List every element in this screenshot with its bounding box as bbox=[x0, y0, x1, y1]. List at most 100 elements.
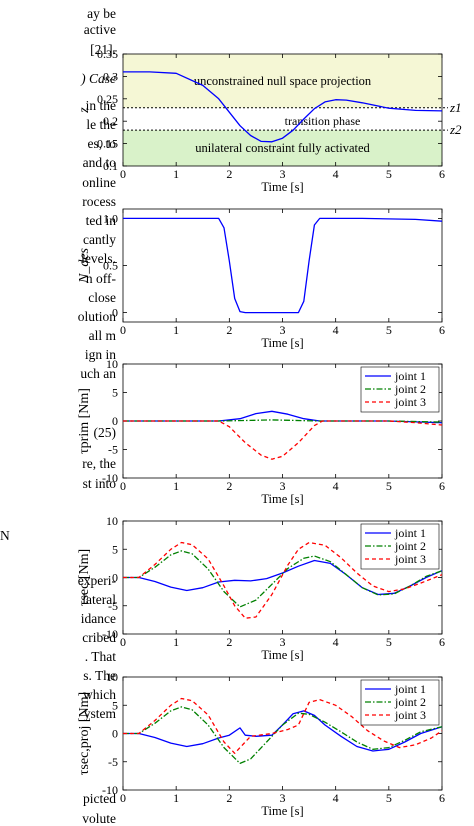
series-line-joint-3 bbox=[123, 420, 443, 460]
x-tick-label: 1 bbox=[173, 791, 179, 805]
x-tick-label: 4 bbox=[333, 323, 339, 337]
x-tick-label: 6 bbox=[439, 479, 445, 493]
text-line: rocess bbox=[82, 194, 116, 209]
x-tick-label: 0 bbox=[120, 323, 126, 337]
text-line: cribed bbox=[82, 630, 116, 645]
y-tick-label: 0.1 bbox=[103, 159, 118, 173]
x-tick-label: 6 bbox=[439, 167, 445, 181]
band-2 bbox=[123, 107, 442, 131]
x-tick-label: 1 bbox=[173, 479, 179, 493]
band-label: unilateral constraint fully activated bbox=[195, 141, 370, 155]
text-line: and to bbox=[82, 155, 116, 170]
x-tick-label: 1 bbox=[173, 635, 179, 649]
legend-label: joint 1 bbox=[394, 526, 426, 540]
x-axis-label: Time [s] bbox=[261, 180, 303, 194]
y-tick-label: 0.3 bbox=[103, 69, 118, 83]
x-tick-label: 4 bbox=[333, 635, 339, 649]
y-tick-label: 10 bbox=[106, 357, 118, 371]
text-line: experi- bbox=[77, 573, 116, 588]
y-tick-label: 0.2 bbox=[103, 114, 118, 128]
y-tick-label: 0.25 bbox=[97, 92, 118, 106]
y-tick-label: -5 bbox=[108, 443, 118, 457]
band-1 bbox=[123, 54, 442, 108]
x-axis-label: Time [s] bbox=[261, 804, 303, 818]
chart-panel-5: 0 1 2 3 4 5 6 -10 -5 0 5 10 Time [s] τsec,proj [Nm] jo… bbox=[77, 670, 445, 818]
x-axis-label: Time [s] bbox=[261, 648, 303, 662]
y-tick-label: 5 bbox=[112, 386, 118, 400]
series-line-joint-3 bbox=[123, 697, 443, 754]
x-tick-label: 5 bbox=[386, 323, 392, 337]
series-line-joint-3 bbox=[123, 541, 443, 619]
series-line-1 bbox=[123, 71, 443, 143]
x-tick-label: 3 bbox=[280, 167, 286, 181]
y-tick-label: 0.35 bbox=[97, 47, 118, 61]
text-line: levels. bbox=[81, 251, 116, 266]
y-axis-label: N_des bbox=[77, 247, 92, 284]
text-line: all m bbox=[88, 328, 116, 343]
text-line: active bbox=[83, 22, 116, 37]
text-line: le the bbox=[86, 117, 116, 132]
x-tick-label: 5 bbox=[386, 167, 392, 181]
text-line: n off- bbox=[85, 271, 116, 286]
text-line: (25) bbox=[93, 425, 117, 440]
x-tick-label: 6 bbox=[439, 323, 445, 337]
threshold-label: z2 bbox=[449, 122, 462, 137]
axes-box bbox=[122, 208, 443, 323]
y-tick-label: 10 bbox=[106, 670, 118, 684]
band-label: transition phase bbox=[285, 114, 361, 128]
text-line: in the bbox=[85, 98, 116, 113]
y-axis-label: τprim [Nm] bbox=[77, 388, 92, 454]
x-tick-label: 4 bbox=[333, 479, 339, 493]
y-axis-label: z bbox=[77, 107, 92, 114]
y-tick-label: -5 bbox=[108, 599, 118, 613]
text-line: s. The bbox=[83, 668, 116, 683]
chart-panel-3: 0 1 2 3 4 5 6 -10 -5 0 5 10 Time [s] τprim [Nm] joint … bbox=[77, 357, 445, 506]
y-tick-label: 0 bbox=[112, 571, 118, 585]
legend-label: joint 1 bbox=[394, 369, 426, 383]
text-line: ystem bbox=[83, 706, 116, 721]
legend-label: joint 2 bbox=[394, 695, 426, 709]
x-tick-label: 0 bbox=[120, 791, 126, 805]
series-line-1 bbox=[123, 217, 443, 314]
x-tick-label: 0 bbox=[120, 479, 126, 493]
legend-label: joint 1 bbox=[394, 682, 426, 696]
x-tick-label: 3 bbox=[280, 479, 286, 493]
legend-label: joint 2 bbox=[394, 539, 426, 553]
x-tick-label: 0 bbox=[120, 167, 126, 181]
text-line: N bbox=[0, 528, 10, 543]
y-tick-label: -10 bbox=[102, 783, 118, 797]
x-tick-label: 4 bbox=[333, 791, 339, 805]
y-tick-label: -10 bbox=[102, 627, 118, 641]
x-tick-label: 1 bbox=[173, 323, 179, 337]
series-line-joint-2 bbox=[123, 550, 443, 608]
x-tick-label: 6 bbox=[439, 791, 445, 805]
text-line: close bbox=[88, 290, 116, 305]
x-axis-label: Time [s] bbox=[261, 492, 303, 506]
text-line: es, to bbox=[87, 136, 117, 151]
x-tick-label: 2 bbox=[226, 635, 232, 649]
y-tick-label: 0 bbox=[112, 414, 118, 428]
text-line: uch an bbox=[80, 366, 116, 381]
x-tick-label: 3 bbox=[280, 635, 286, 649]
x-axis-label: Time [s] bbox=[261, 336, 303, 350]
text-line: which bbox=[83, 687, 116, 702]
y-tick-label: 0 bbox=[112, 306, 118, 320]
text-line: cantly bbox=[83, 232, 116, 247]
x-tick-label: 5 bbox=[386, 635, 392, 649]
text-line: ted in bbox=[85, 213, 116, 228]
legend-label: joint 3 bbox=[394, 395, 426, 409]
text-line: lateral bbox=[82, 592, 116, 607]
y-tick-label: 0.15 bbox=[97, 137, 118, 151]
text-line: st into bbox=[82, 476, 116, 491]
text-line: ign in bbox=[84, 347, 116, 362]
y-tick-label: 0 bbox=[112, 727, 118, 741]
chart-panel-2: 0 1 2 3 4 5 6 0 0.5 1.0 Time [s] N_des bbox=[77, 208, 445, 350]
y-tick-label: 5 bbox=[112, 698, 118, 712]
x-tick-label: 6 bbox=[439, 635, 445, 649]
text-line: idance bbox=[80, 611, 116, 626]
chart-panel-1: unconstrained null space projection trans… bbox=[77, 47, 462, 194]
x-tick-label: 4 bbox=[333, 167, 339, 181]
y-tick-label: 5 bbox=[112, 542, 118, 556]
y-tick-label: -10 bbox=[102, 471, 118, 485]
y-axis-label: τsec [Nm] bbox=[77, 549, 92, 606]
